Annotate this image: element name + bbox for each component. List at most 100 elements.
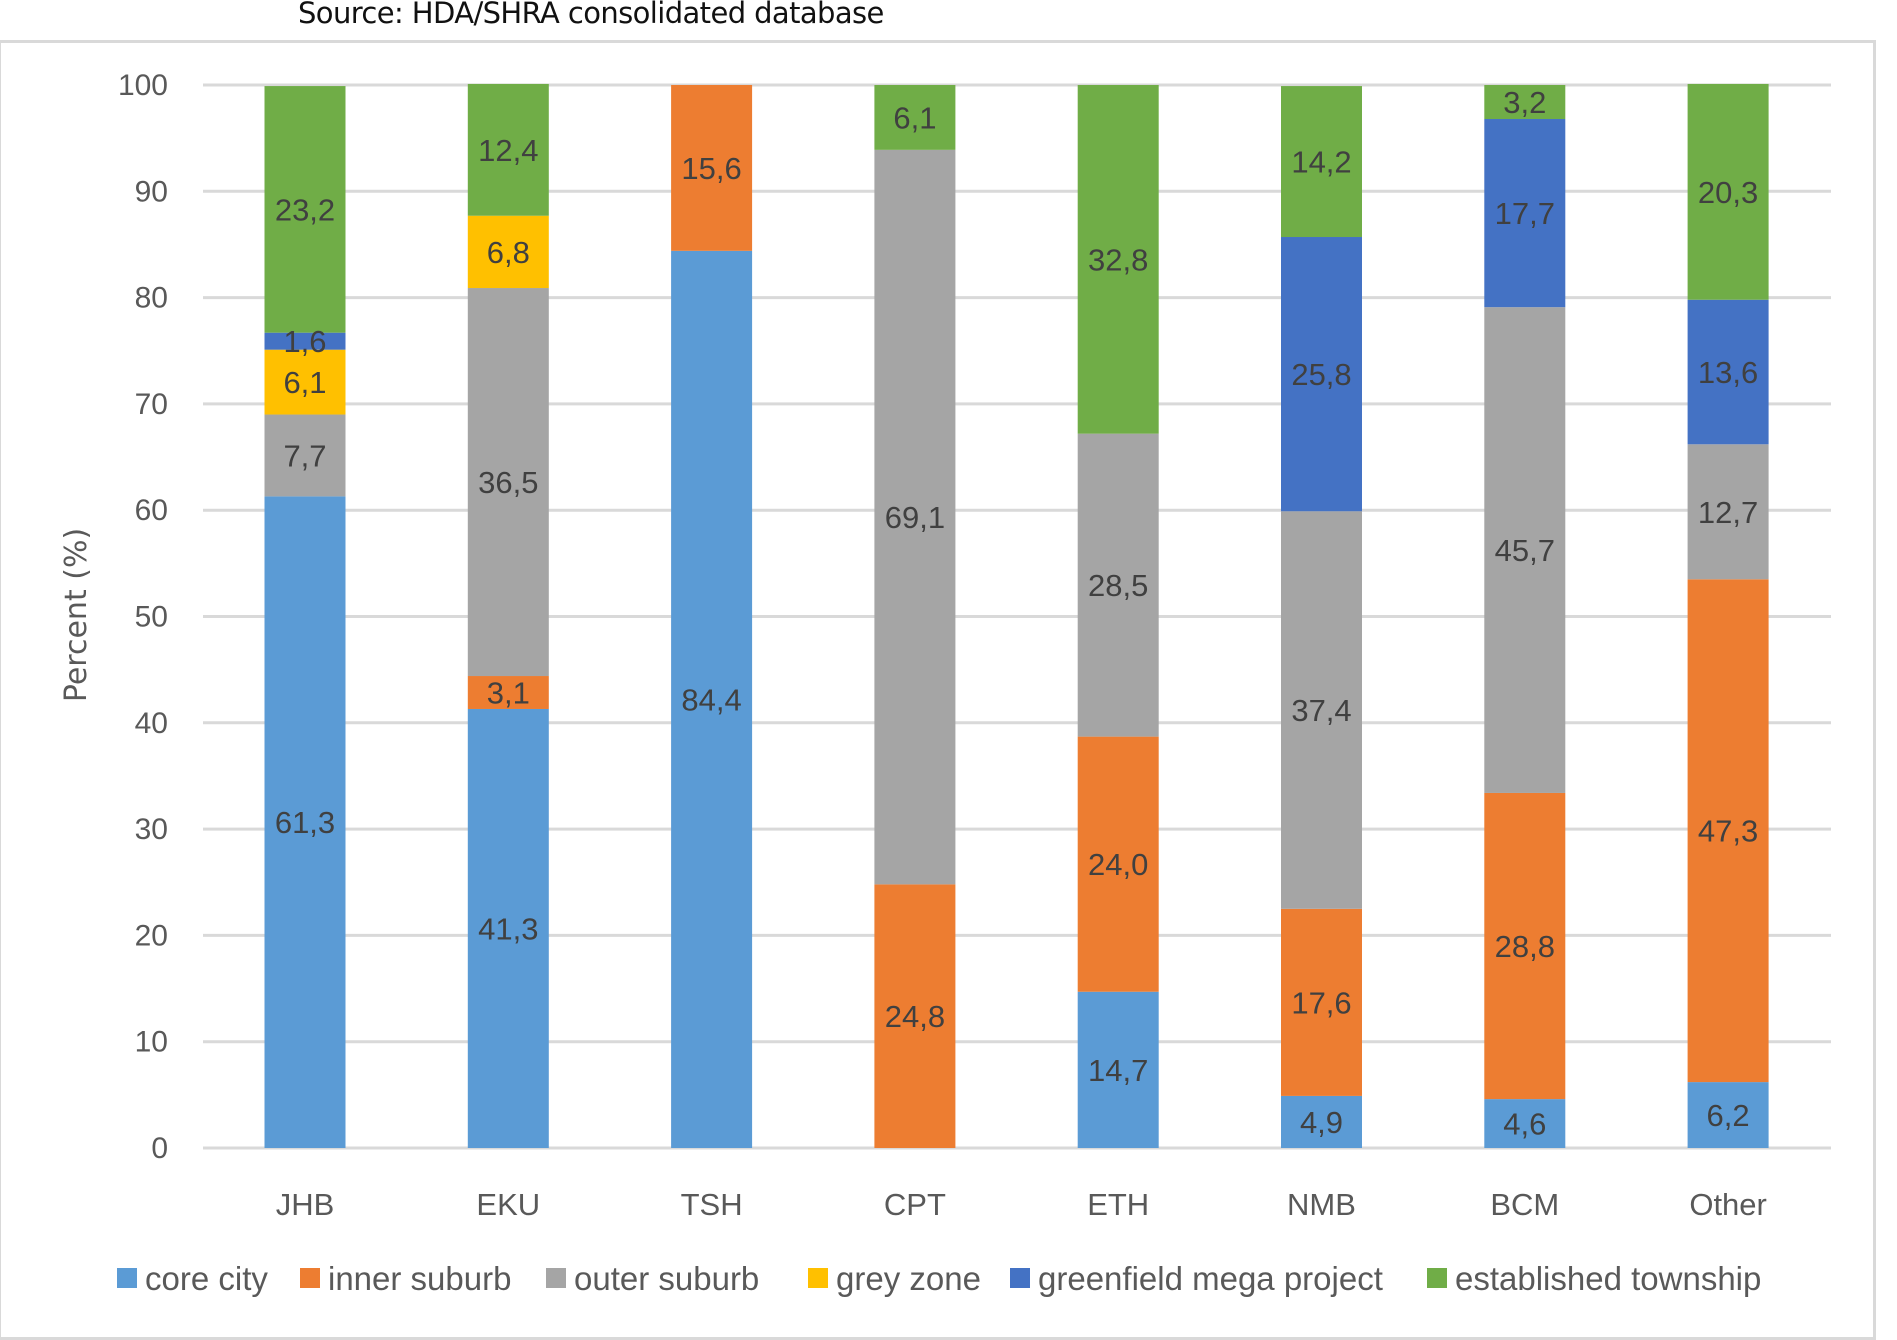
legend-item-inner-suburb: inner suburb [300,1260,511,1297]
data-label: 14,2 [1291,145,1351,180]
bar-segment-established-township [1077,85,1159,434]
legend-item-established-township: established township [1427,1260,1761,1297]
bar-segment-established-township [467,83,549,216]
bar-segment-inner-suburb [1281,908,1362,1096]
bar-segment-greenfield-mega-project [264,332,346,350]
bar-segment-outer-suburb [1687,444,1769,580]
data-label: 24,0 [1088,847,1148,882]
data-label: 3,1 [487,676,530,711]
bar-segment-outer-suburb [1484,307,1566,793]
stacked-bar-chart: 0 10 20 30 40 50 60 70 80 90 100 Percent (%) 61,3 7… [59,69,1831,1297]
bar-segment-greenfield-mega-project [1687,299,1769,445]
bar-segment-core-city [1687,1082,1769,1148]
x-tick-label: Other [1689,1187,1767,1222]
x-tick-label: BCM [1490,1187,1559,1222]
data-label: 6,1 [893,100,936,135]
bar-segment-inner-suburb [874,884,956,1148]
data-label: 41,3 [478,911,538,946]
data-label: 28,8 [1495,929,1555,964]
bar-segment-outer-suburb [1077,433,1159,737]
data-label: 6,1 [283,365,326,400]
data-label: 37,4 [1291,693,1351,728]
y-tick-label: 80 [135,282,168,315]
legend: core city inner suburb outer suburb grey zo… [117,1260,1761,1297]
data-label: 61,3 [275,805,335,840]
source-note: Source: HDA/SHRA consolidated database [298,0,884,30]
bar-segment-core-city [1281,1095,1362,1148]
bar-segment-core-city [671,250,753,1148]
y-tick-label: 10 [135,1026,168,1059]
bar-segment-outer-suburb [467,288,549,677]
bar-segment-core-city [467,708,549,1148]
data-label: 69,1 [885,500,945,535]
x-tick-label: CPT [884,1187,946,1222]
data-label: 3,2 [1503,85,1546,120]
legend-label: core city [145,1260,268,1297]
data-label: 45,7 [1495,533,1555,568]
data-label: 14,7 [1088,1053,1148,1088]
bar-segment-greenfield-mega-project [1484,119,1566,308]
data-label: 4,9 [1300,1105,1343,1140]
data-label: 28,5 [1088,568,1148,603]
y-tick-label: 70 [135,388,168,421]
y-tick-label: 30 [135,813,168,846]
bar-segment-outer-suburb [264,414,346,497]
data-label: 23,2 [275,192,335,227]
gridlines [203,83,1831,1150]
legend-swatch [1010,1268,1030,1288]
legend-label: inner suburb [328,1260,511,1297]
bar-segment-established-township [1484,85,1566,120]
y-tick-label: 60 [135,494,168,527]
x-tick-label: TSH [681,1187,743,1222]
bar-segment-outer-suburb [874,149,956,885]
data-label: 32,8 [1088,242,1148,277]
data-label: 36,5 [478,465,538,500]
y-tick-label: 0 [151,1132,168,1165]
data-label: 12,7 [1698,495,1758,530]
bar-segment-inner-suburb [1687,579,1769,1083]
x-tick-label: NMB [1287,1187,1356,1222]
legend-item-core-city: core city [117,1260,268,1297]
legend-label: established township [1455,1260,1761,1297]
legend-swatch [1427,1268,1447,1288]
bar-segment-outer-suburb [1281,511,1362,909]
bar-segment-inner-suburb [1484,792,1566,1100]
legend-swatch [300,1268,320,1288]
bar-segment-established-township [874,85,956,150]
y-tick-label: 20 [135,919,168,952]
data-label: 25,8 [1291,357,1351,392]
bar-segment-established-township [1281,86,1362,238]
bar-segment-core-city [1484,1099,1566,1148]
data-labels: 61,3 7,7 6,1 1,6 23,2 41,3 3,1 36,5 6,8 12,4 84,4 1… [275,85,1758,1142]
y-tick-label: 40 [135,707,168,740]
legend-item-greenfield-mega-project: greenfield mega project [1010,1260,1383,1297]
data-label: 24,8 [885,999,945,1034]
legend-item-outer-suburb: outer suburb [546,1260,759,1297]
bar-segment-core-city [1077,991,1159,1148]
data-label: 17,7 [1495,196,1555,231]
bars [264,83,1769,1149]
legend-label: greenfield mega project [1038,1260,1383,1297]
legend-label: grey zone [836,1260,981,1297]
data-label: 1,6 [283,324,326,359]
legend-swatch [546,1268,566,1288]
bar-segment-inner-suburb [671,85,753,251]
legend-item-grey-zone: grey zone [808,1260,981,1297]
data-label: 7,7 [283,438,326,473]
y-tick-label: 50 [135,601,168,634]
data-label: 84,4 [681,682,741,717]
y-tick-label: 90 [135,175,168,208]
data-label: 6,2 [1707,1098,1750,1133]
bar-segment-grey-zone [264,349,346,415]
bar-segment-core-city [264,496,346,1149]
x-tick-label: JHB [276,1187,335,1222]
y-axis-ticks: 0 10 20 30 40 50 60 70 80 90 100 [118,69,168,1165]
bar-segment-inner-suburb [467,676,549,709]
x-tick-label: EKU [476,1187,540,1222]
x-tick-label: ETH [1087,1187,1149,1222]
y-axis-label: Percent (%) [59,528,94,702]
legend-swatch [117,1268,137,1288]
legend-label: outer suburb [574,1260,759,1297]
data-label: 4,6 [1503,1107,1546,1142]
bar-segment-established-township [1687,83,1769,300]
